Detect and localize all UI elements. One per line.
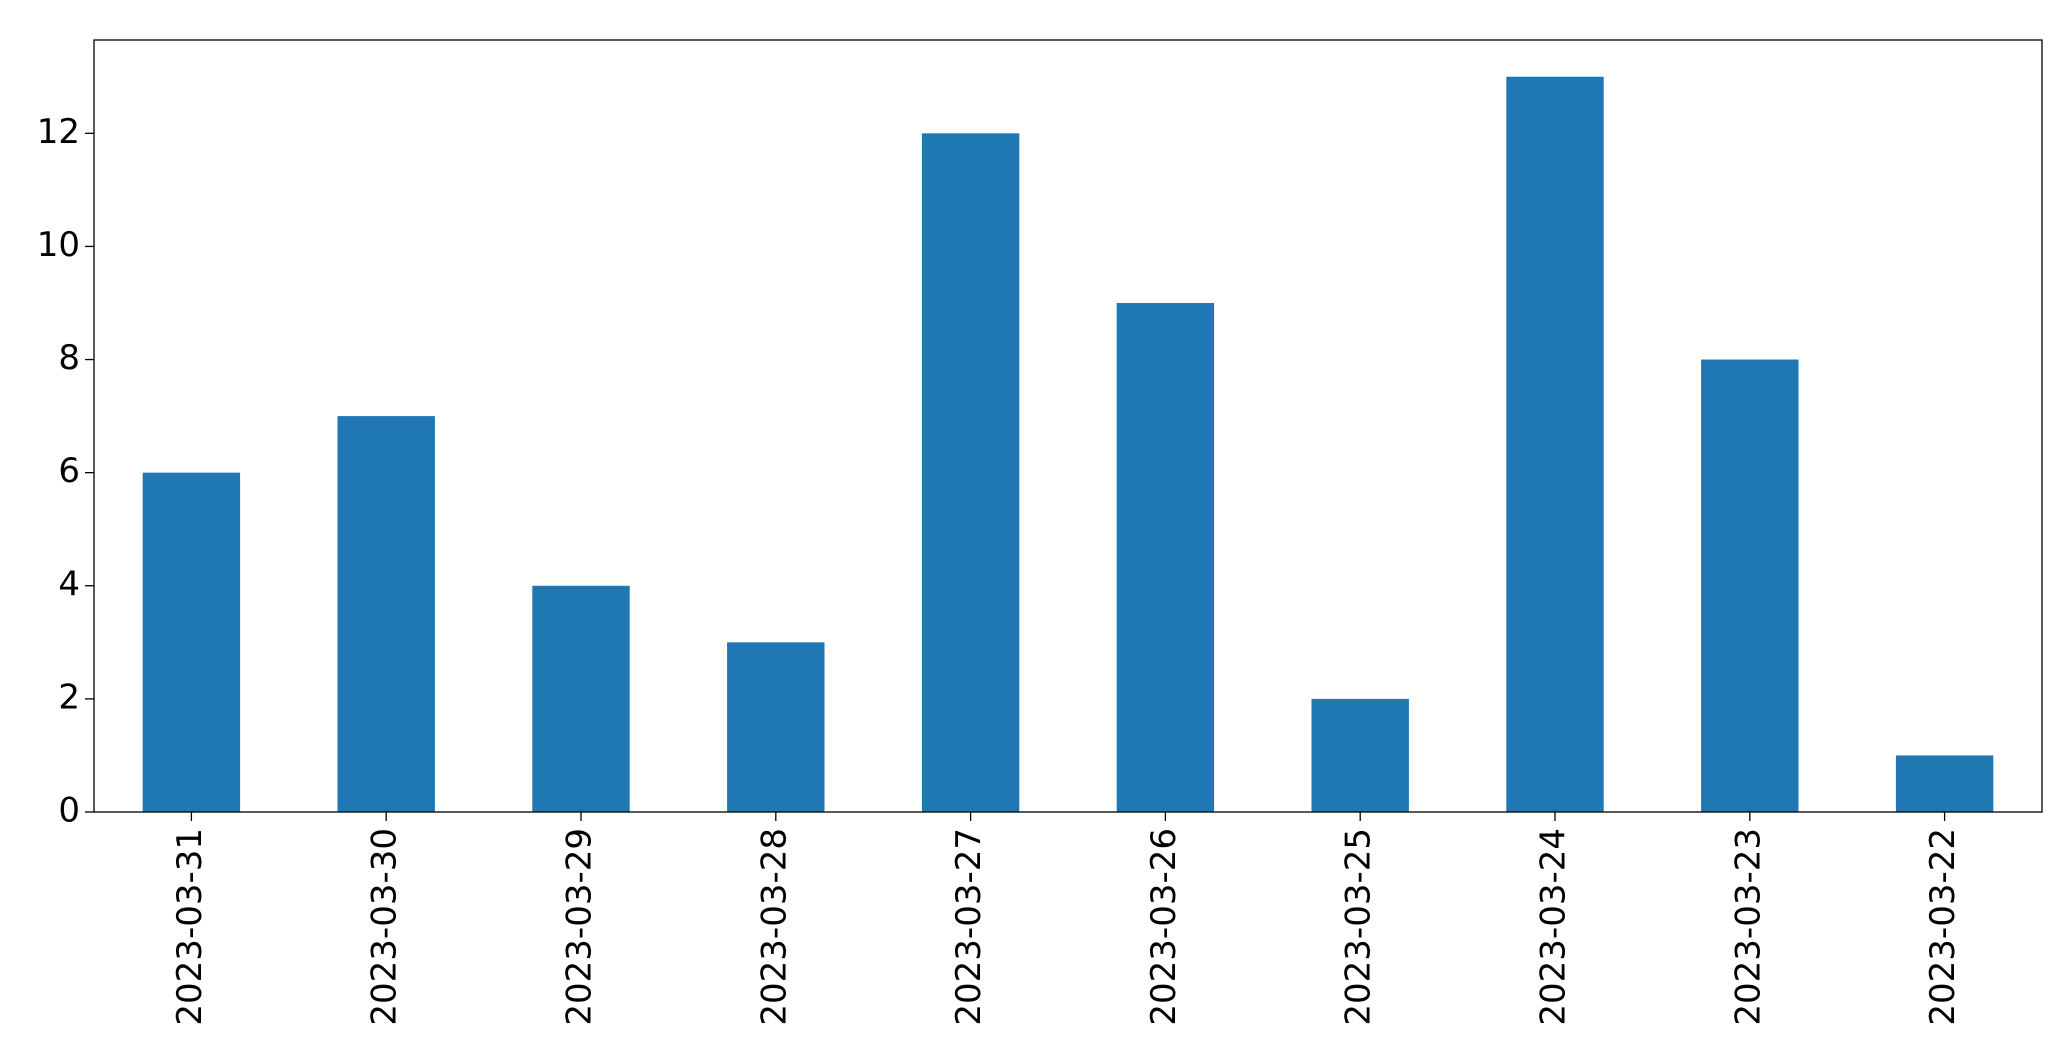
x-tick-label: 2023-03-31 [170, 828, 210, 1026]
bar [1506, 76, 1604, 812]
x-tick-label: 2023-03-24 [1534, 828, 1574, 1026]
x-tick-label: 2023-03-25 [1339, 828, 1379, 1026]
y-tick-label: 0 [58, 791, 80, 831]
y-tick-label: 8 [58, 338, 80, 378]
x-tick-label: 2023-03-28 [754, 828, 794, 1026]
bar [1311, 698, 1409, 812]
y-tick-label: 10 [37, 225, 80, 265]
y-tick-label: 12 [37, 112, 80, 152]
x-tick-label: 2023-03-22 [1923, 828, 1963, 1026]
bar [1895, 755, 1994, 812]
plot-frame [93, 39, 2043, 813]
y-tick-label: 6 [58, 451, 80, 491]
bar [142, 472, 241, 812]
x-tick-label: 2023-03-27 [949, 828, 989, 1026]
bar [1701, 359, 1799, 812]
y-tick-label: 2 [58, 677, 80, 717]
bar [337, 416, 435, 812]
y-tick-label: 4 [58, 564, 80, 604]
x-tick-label: 2023-03-29 [560, 828, 600, 1026]
bar [921, 133, 1020, 813]
x-tick-label: 2023-03-26 [1144, 828, 1184, 1026]
x-tick-label: 2023-03-23 [1728, 828, 1768, 1026]
bar [532, 585, 630, 812]
x-tick-label: 2023-03-30 [365, 828, 405, 1026]
bar [727, 642, 825, 812]
bar [1116, 302, 1215, 812]
